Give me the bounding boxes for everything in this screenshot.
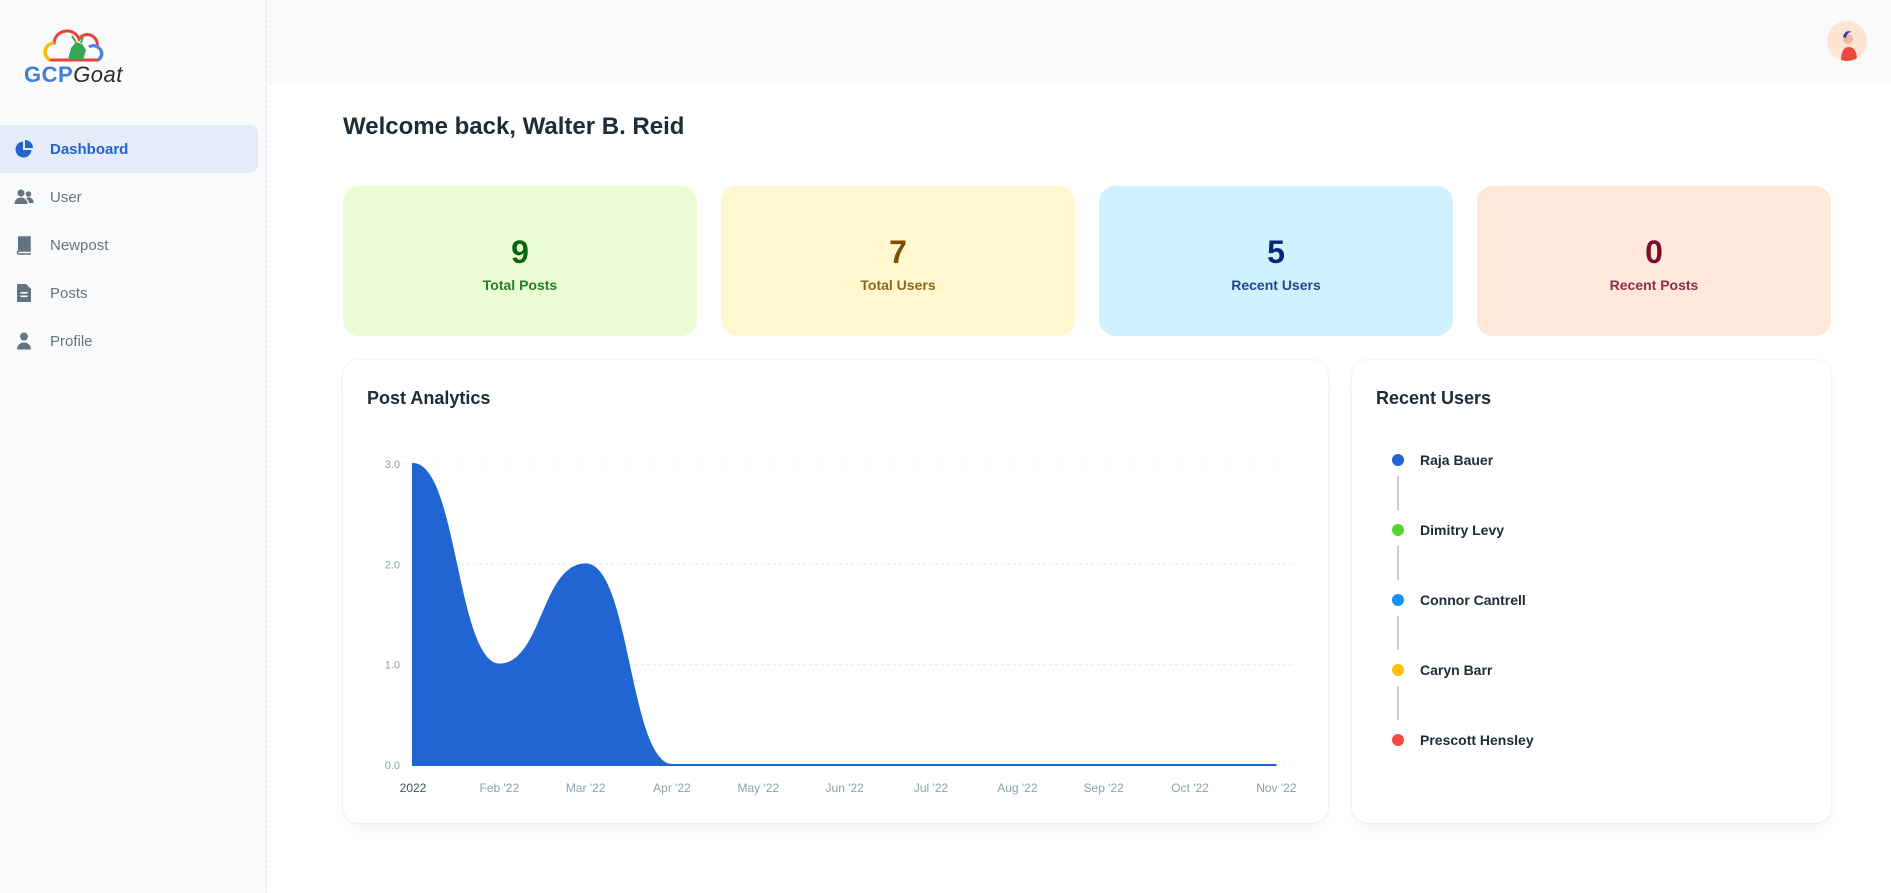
stat-card-total-posts: 9 Total Posts (343, 186, 697, 336)
avatar[interactable] (1827, 21, 1867, 61)
timeline-connector (1397, 546, 1399, 580)
stat-value: 0 (1645, 233, 1663, 270)
logo-text-gcp: GCP (24, 62, 74, 87)
stat-card-recent-users: 5 Recent Users (1099, 186, 1453, 336)
stat-label: Recent Posts (1609, 276, 1699, 293)
x-tick-label: Aug '22 (997, 781, 1038, 795)
x-tick-label: Apr '22 (653, 781, 691, 795)
logo-text-goat: Goat (73, 62, 123, 87)
post-analytics-chart: 0.0 1.0 2.0 3.0 2022 Feb '22 Mar '22 Apr '22 May… (385, 459, 1297, 795)
sidebar-item-label: Newpost (50, 236, 109, 254)
x-tick-label: Jun '22 (826, 781, 865, 795)
x-tick-label: Sep '22 (1084, 781, 1125, 795)
timeline-connector (1397, 686, 1399, 720)
timeline-dot (1392, 734, 1404, 746)
page-title: Welcome back, Walter B. Reid (343, 113, 685, 140)
stat-card-recent-posts: 0 Recent Posts (1477, 186, 1831, 336)
timeline-dot (1392, 664, 1404, 676)
sidebar-item-label: Dashboard (50, 140, 129, 158)
logo[interactable]: GCPGoat (22, 28, 132, 88)
recent-user-name: Raja Bauer (1420, 452, 1494, 468)
stat-label: Recent Users (1231, 276, 1321, 293)
stat-value: 7 (889, 233, 907, 270)
x-tick-label: May '22 (738, 781, 780, 795)
y-tick-label: 0.0 (385, 760, 400, 772)
sidebar-item-label: User (50, 188, 82, 206)
book-icon (14, 235, 34, 255)
sidebar-item-profile[interactable]: Profile (0, 317, 258, 365)
sidebar-item-posts[interactable]: Posts (0, 269, 258, 317)
recent-user-name: Dimitry Levy (1420, 522, 1505, 538)
pie-chart-icon (14, 139, 34, 159)
person-icon (14, 331, 34, 351)
stat-value: 9 (511, 233, 529, 270)
recent-users-panel: Recent Users Raja Bauer Dimitry Levy Conno… (1352, 360, 1831, 823)
sidebar-item-dashboard[interactable]: Dashboard (0, 125, 258, 173)
post-analytics-panel: Post Analytics 0.0 1.0 2.0 3.0 2022 Feb '22 Ma… (343, 360, 1328, 823)
timeline-dot (1392, 594, 1404, 606)
x-tick-label: Nov '22 (1256, 781, 1297, 795)
x-tick-label: Mar '22 (566, 781, 606, 795)
stat-label: Total Posts (482, 276, 558, 293)
stat-card-total-users: 7 Total Users (721, 186, 1075, 336)
x-tick-label: Jul '22 (914, 781, 949, 795)
sidebar-item-user[interactable]: User (0, 173, 258, 221)
recent-user-name: Prescott Hensley (1420, 732, 1534, 748)
recent-user-name: Connor Cantrell (1420, 592, 1526, 608)
logo-text: GCPGoat (24, 62, 123, 88)
timeline-dot (1392, 524, 1404, 536)
y-tick-label: 2.0 (385, 559, 400, 571)
y-tick-label: 1.0 (385, 660, 400, 672)
panel-title: Recent Users (1376, 388, 1492, 408)
x-tick-label: 2022 (400, 781, 427, 795)
sidebar-item-newpost[interactable]: Newpost (0, 221, 258, 269)
cloud-goat-logo-icon (43, 29, 104, 62)
people-icon (14, 187, 34, 207)
sidebar: GCPGoat Dashboard User Newpost Posts (0, 0, 267, 893)
x-tick-label: Oct '22 (1171, 781, 1209, 795)
timeline-connector (1397, 616, 1399, 650)
stat-value: 5 (1267, 233, 1285, 270)
sidebar-nav: Dashboard User Newpost Posts Profile (0, 125, 267, 365)
recent-user-name: Caryn Barr (1420, 662, 1493, 678)
x-tick-label: Feb '22 (480, 781, 520, 795)
panel-title: Post Analytics (367, 388, 491, 408)
avatar-illustration-icon (1827, 21, 1867, 61)
timeline-dot (1392, 454, 1404, 466)
area-series-1 (412, 663, 1277, 767)
top-bar (268, 0, 1891, 85)
y-tick-label: 3.0 (385, 459, 400, 471)
stat-label: Total Users (860, 276, 936, 293)
sidebar-item-label: Posts (50, 284, 88, 302)
sidebar-item-label: Profile (50, 332, 93, 350)
file-text-icon (14, 283, 34, 303)
timeline-connector (1397, 476, 1399, 510)
